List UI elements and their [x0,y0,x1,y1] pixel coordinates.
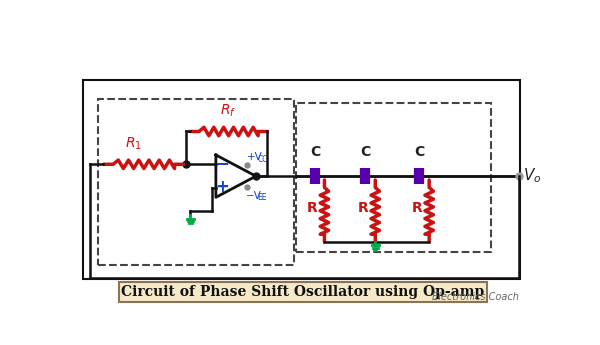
Text: −: − [215,155,229,172]
Text: −V: −V [246,191,262,201]
Text: +: + [215,178,229,196]
FancyBboxPatch shape [119,283,487,303]
Text: EE: EE [257,193,267,202]
Text: Electronics Coach: Electronics Coach [433,293,519,303]
Text: R: R [358,201,368,216]
Text: $V_o$: $V_o$ [523,166,542,185]
Bar [83,80,520,278]
Text: R: R [307,201,317,216]
Text: Circuit of Phase Shift Oscillator using Op-amp: Circuit of Phase Shift Oscillator using … [121,285,485,299]
Text: C: C [360,145,370,159]
Text: $R_f$: $R_f$ [220,103,236,119]
Bar [98,99,293,265]
Text: +V: +V [247,151,263,161]
Text: $R_1$: $R_1$ [125,136,142,152]
Text: CC: CC [257,155,268,164]
Text: C: C [414,145,424,159]
Text: R: R [412,201,422,216]
Bar [296,103,491,252]
Text: C: C [310,145,320,159]
